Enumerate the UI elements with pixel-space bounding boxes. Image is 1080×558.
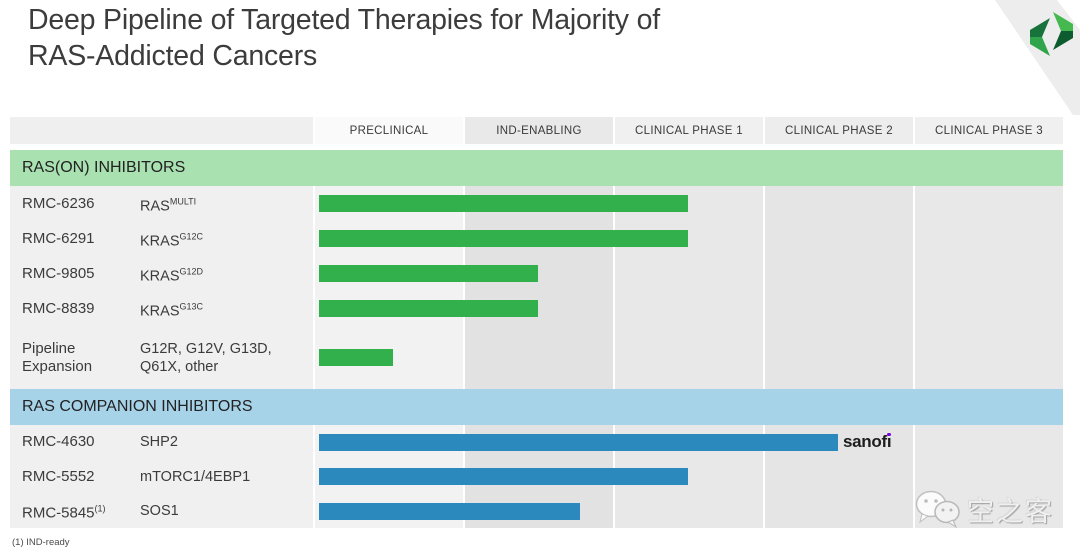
- pipeline-row: Pipeline Expansion G12R, G12V, G13D, Q61X…: [10, 326, 1063, 389]
- sanofi-purple-dot: [887, 432, 891, 436]
- pipeline-row: RMC-5845(1) SOS1: [10, 494, 1063, 528]
- phase-column-strip: [613, 150, 763, 528]
- pipeline-row: RMC-6236 RASMULTI: [10, 186, 1063, 221]
- row-target: RASMULTI: [140, 196, 197, 214]
- row-program-name: RMC-6291: [22, 229, 95, 247]
- company-logo: [995, 0, 1080, 115]
- row-program-name: RMC-9805: [22, 264, 95, 282]
- column-header: PRECLINICAL: [313, 117, 463, 144]
- logo-hexagon-chevrons: [1030, 12, 1073, 56]
- row-program-name: RMC-4630: [22, 433, 95, 450]
- pipeline-row: RMC-5552 mTORC1/4EBP1: [10, 459, 1063, 494]
- section-header: RAS COMPANION INHIBITORS: [10, 389, 1063, 425]
- column-header: CLINICAL PHASE 1: [613, 117, 763, 144]
- header-label-cell: [10, 117, 313, 144]
- row-program-name: RMC-5552: [22, 467, 95, 485]
- column-header: CLINICAL PHASE 2: [763, 117, 913, 144]
- watermark-text: 空之客: [967, 496, 1054, 527]
- phase-progress-bar: [319, 300, 538, 317]
- phase-progress-bar: [319, 502, 580, 520]
- phase-progress-bar: [319, 433, 838, 451]
- row-program-name: RMC-8839: [22, 299, 95, 317]
- phase-column-strip: [763, 150, 913, 528]
- row-target: SHP2: [140, 434, 178, 450]
- row-program-name: RMC-6236: [22, 194, 95, 212]
- phase-progress-bar: [319, 230, 688, 247]
- corner-gray-band: [995, 0, 1080, 115]
- phase-column-strip: [313, 150, 463, 528]
- pipeline-row: RMC-8839 KRASG13C: [10, 291, 1063, 326]
- sanofi-logo: sanofı: [843, 432, 892, 451]
- phase-progress-bar: [319, 349, 393, 366]
- row-target: KRASG12C: [140, 231, 204, 249]
- pipeline-row: RMC-9805 KRASG12D: [10, 256, 1063, 291]
- corner-decoration: [980, 0, 1080, 115]
- phase-progress-bar: [319, 195, 688, 212]
- section-header: RAS(ON) INHIBITORS: [10, 150, 1063, 186]
- column-header: IND-ENABLING: [463, 117, 613, 144]
- phase-progress-bar: [319, 468, 688, 485]
- phase-column-strip: [463, 150, 613, 528]
- phase-progress-bar: [319, 265, 538, 282]
- pipeline-row: RMC-6291 KRASG12C: [10, 221, 1063, 256]
- row-target: G12R, G12V, G13D, Q61X, other: [140, 340, 272, 375]
- wechat-icon: [915, 490, 960, 529]
- phase-column-strip: [913, 150, 1063, 528]
- pipeline-row: RMC-4630 SHP2 sanofı: [10, 425, 1063, 459]
- watermark: 空之客: [915, 489, 1054, 529]
- row-program-name: RMC-5845(1): [22, 503, 106, 522]
- page-title: Deep Pipeline of Targeted Therapies for …: [28, 4, 660, 72]
- footnote: (1) IND-ready: [12, 537, 70, 548]
- row-target: KRASG13C: [140, 301, 204, 319]
- row-target: SOS1: [140, 503, 179, 519]
- row-target: KRASG12D: [140, 266, 204, 284]
- row-target: mTORC1/4EBP1: [140, 468, 251, 485]
- row-program-name: Pipeline Expansion: [22, 339, 93, 375]
- label-column-strip: [10, 150, 313, 528]
- column-header: CLINICAL PHASE 3: [913, 117, 1063, 144]
